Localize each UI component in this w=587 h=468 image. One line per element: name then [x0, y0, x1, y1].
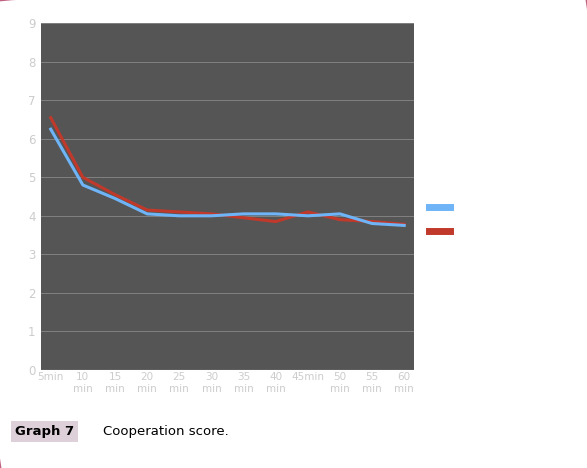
Text: Graph 7: Graph 7 — [15, 425, 74, 438]
Legend: intra nasal, intra venous: intra nasal, intra venous — [429, 201, 534, 239]
Text: Cooperation score.: Cooperation score. — [103, 425, 228, 438]
